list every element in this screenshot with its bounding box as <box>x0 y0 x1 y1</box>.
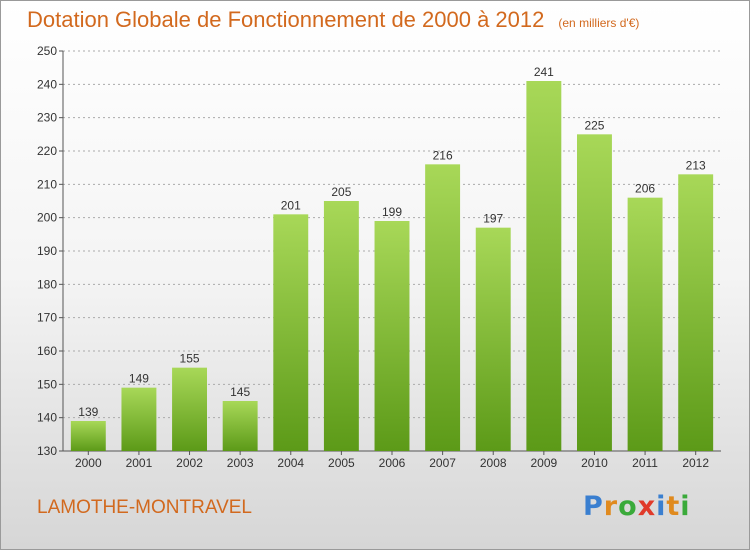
y-tick-label: 130 <box>37 444 57 458</box>
x-tick-label: 2003 <box>227 456 254 470</box>
data-label: 139 <box>78 405 98 419</box>
bars <box>70 81 714 452</box>
data-label: 201 <box>281 198 301 212</box>
y-tick-label: 190 <box>37 244 57 258</box>
y-tick-label: 200 <box>37 211 57 225</box>
data-label: 149 <box>129 372 149 386</box>
x-tick-label: 2012 <box>682 456 709 470</box>
x-tick-label: 2002 <box>176 456 203 470</box>
x-tick-label: 2000 <box>75 456 102 470</box>
bar <box>374 221 410 451</box>
bar <box>172 367 208 451</box>
data-label: 206 <box>635 182 655 196</box>
x-tick-label: 2007 <box>429 456 456 470</box>
data-label: 225 <box>584 118 604 132</box>
data-label: 216 <box>433 148 453 162</box>
x-tick-label: 2008 <box>480 456 507 470</box>
data-label: 197 <box>483 212 503 226</box>
bar <box>222 401 258 451</box>
bar <box>526 81 562 451</box>
labels: 130 140 150 160 170 180 190 200 210 220 230 240 250 1… <box>37 44 709 470</box>
chart-title: Dotation Globale de Fonctionnement de 20… <box>27 7 639 33</box>
title-text: Dotation Globale de Fonctionnement de 20… <box>27 7 545 32</box>
bar <box>323 201 359 451</box>
data-label: 199 <box>382 205 402 219</box>
bar <box>576 134 612 452</box>
y-tick-label: 140 <box>37 411 57 425</box>
bar <box>425 164 461 452</box>
y-tick-label: 230 <box>37 111 57 125</box>
x-tick-label: 2010 <box>581 456 608 470</box>
y-tick-label: 180 <box>37 277 57 291</box>
y-tick-label: 150 <box>37 377 57 391</box>
logo-letter: i <box>680 491 691 522</box>
y-tick-label: 240 <box>37 77 57 91</box>
y-tick-label: 160 <box>37 344 57 358</box>
bar <box>70 421 106 451</box>
logo-letter: i <box>656 491 667 522</box>
y-tick-label: 210 <box>37 177 57 191</box>
logo-letter: P <box>583 491 604 522</box>
data-label: 205 <box>331 185 351 199</box>
proxiti-logo: Proxiti <box>583 491 691 522</box>
logo-letter: t <box>666 491 681 522</box>
bar <box>627 197 663 451</box>
y-tick-label: 170 <box>37 311 57 325</box>
y-tick-label: 250 <box>37 44 57 58</box>
y-tick-label: 220 <box>37 144 57 158</box>
logo-letter: x <box>637 491 657 522</box>
x-tick-label: 2009 <box>530 456 557 470</box>
x-tick-label: 2011 <box>632 456 658 470</box>
bar <box>475 227 511 451</box>
x-tick-label: 2001 <box>126 456 153 470</box>
x-tick-label: 2004 <box>277 456 304 470</box>
logo-letter: r <box>603 491 619 522</box>
bar <box>273 214 309 451</box>
bar <box>678 174 714 452</box>
data-label: 241 <box>534 65 554 79</box>
x-tick-label: 2005 <box>328 456 355 470</box>
data-label: 145 <box>230 385 250 399</box>
x-tick-label: 2006 <box>379 456 406 470</box>
bar <box>121 387 157 451</box>
commune-name: LAMOTHE-MONTRAVEL <box>37 497 253 518</box>
data-label: 213 <box>686 158 706 172</box>
unit-note: (en milliers d'€) <box>558 16 640 30</box>
logo-letter: o <box>618 491 638 522</box>
data-label: 155 <box>180 352 200 366</box>
